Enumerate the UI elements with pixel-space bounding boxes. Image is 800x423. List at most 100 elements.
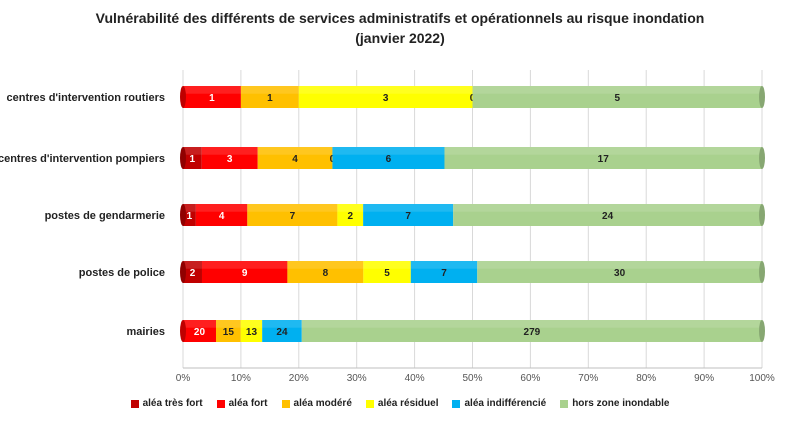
bar-end-cap [759, 86, 765, 108]
legend-swatch [365, 399, 374, 408]
legend-swatch [560, 399, 569, 408]
x-tick-label: 30% [347, 373, 367, 384]
data-label: 7 [405, 211, 411, 222]
category-label: mairies [126, 326, 165, 338]
data-label: 13 [246, 327, 258, 338]
bar-segment-highlight [201, 261, 288, 269]
data-label: 1 [209, 93, 215, 104]
bar-segment [477, 261, 762, 283]
bar-start-cap [180, 147, 186, 169]
data-label: 7 [290, 211, 296, 222]
data-label: 30 [614, 268, 626, 279]
bar-segment [337, 204, 364, 226]
legend-swatch [281, 399, 290, 408]
bar-segment-highlight [257, 147, 333, 155]
bar-segment [363, 261, 411, 283]
data-label: 3 [227, 154, 233, 165]
x-tick-label: 0% [176, 373, 191, 384]
bar-end-cap [759, 147, 765, 169]
data-label: 1 [187, 211, 193, 222]
bar-segment [298, 86, 473, 108]
data-label: 9 [242, 268, 248, 279]
data-label: 7 [441, 268, 447, 279]
bar-segment [262, 320, 302, 342]
legend-swatch [130, 399, 139, 408]
bar-segment [240, 320, 263, 342]
data-label: 4 [219, 211, 225, 222]
data-label: 2 [190, 268, 196, 279]
bar-end-cap [759, 320, 765, 342]
bar-segment-highlight [201, 147, 258, 155]
x-tick-label: 90% [694, 373, 714, 384]
bar-end-cap [759, 204, 765, 226]
legend-label: aléa modéré [293, 398, 352, 409]
bar-segment [195, 204, 248, 226]
bar-segment [240, 86, 299, 108]
bar-segment [183, 261, 202, 283]
bar-segment-highlight [298, 86, 473, 94]
data-label: 3 [383, 93, 389, 104]
x-tick-label: 60% [520, 373, 540, 384]
category-label: centres d'intervention routiers [7, 92, 166, 104]
bar-segment-highlight [332, 147, 445, 155]
bar-segment-highlight [363, 261, 411, 269]
bar-start-cap [180, 261, 186, 283]
data-label: 5 [614, 93, 620, 104]
bar-segment-highlight [410, 261, 478, 269]
bar-segment [444, 147, 762, 169]
chart-title-line1: Vulnérabilité des différents de services… [95, 10, 705, 26]
x-tick-label: 70% [578, 373, 598, 384]
bar-segment-highlight [287, 261, 364, 269]
bar-segment [215, 320, 241, 342]
bar-segment-highlight [183, 261, 202, 269]
bar-segment-highlight [472, 86, 762, 94]
bar-segment [332, 147, 445, 169]
bar-segment-highlight [262, 320, 302, 328]
bar-end-cap [759, 261, 765, 283]
chart-title: Vulnérabilité des différents de services… [0, 8, 800, 48]
legend-swatch [216, 399, 225, 408]
bar-segment [183, 86, 241, 108]
data-label: 8 [323, 268, 329, 279]
bar-segment-highlight [183, 86, 241, 94]
legend-label: aléa fort [228, 398, 268, 409]
legend-label: aléa résiduel [377, 398, 439, 409]
legend-item: hors zone inondable [560, 398, 669, 409]
bar-segment [257, 147, 333, 169]
data-label: 17 [598, 154, 610, 165]
bar-start-cap [180, 204, 186, 226]
bar-start-cap [180, 320, 186, 342]
bar-segment-highlight [240, 320, 263, 328]
bar-segment [183, 204, 196, 226]
bar-segment [247, 204, 338, 226]
x-tick-label: 10% [231, 373, 251, 384]
legend-item: aléa résiduel [365, 398, 439, 409]
legend-item: aléa fort [216, 398, 268, 409]
data-label: 4 [292, 154, 298, 165]
x-tick-label: 80% [636, 373, 656, 384]
legend-label: aléa très fort [142, 398, 203, 409]
bar-segment-highlight [337, 204, 364, 212]
bar-segment-highlight [477, 261, 762, 269]
x-tick-label: 50% [462, 373, 482, 384]
bar-segment [410, 261, 478, 283]
bar-segment [201, 261, 288, 283]
legend-label: hors zone inondable [572, 398, 670, 409]
bar-segment-highlight [183, 320, 216, 328]
legend-item: aléa indifférencié [452, 398, 546, 409]
data-label: 5 [384, 268, 390, 279]
chart-title-line2: (janvier 2022) [355, 30, 445, 46]
data-label: 2 [347, 211, 353, 222]
bar-segment-highlight [247, 204, 338, 212]
data-label: 6 [386, 154, 392, 165]
bar-segment [301, 320, 762, 342]
bar-segment [472, 86, 762, 108]
data-label: 24 [602, 211, 614, 222]
bar-segment-highlight [215, 320, 241, 328]
bar-segment-highlight [301, 320, 762, 328]
bar-segment-highlight [183, 147, 202, 155]
legend-item: aléa très fort [130, 398, 203, 409]
bar-segment-highlight [183, 204, 196, 212]
x-tick-label: 20% [289, 373, 309, 384]
bar-segment-highlight [363, 204, 454, 212]
